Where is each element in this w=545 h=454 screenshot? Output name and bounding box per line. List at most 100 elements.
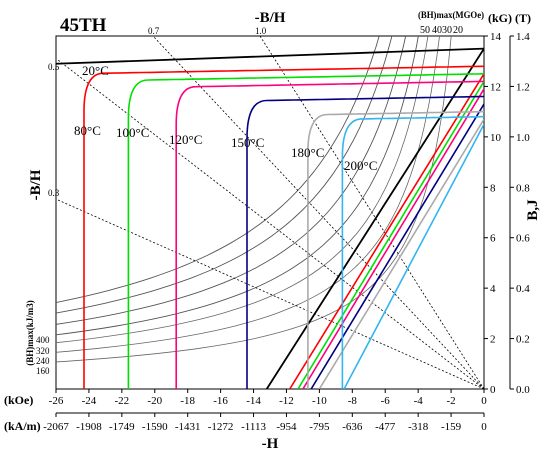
x-tick-label-koe--6: -6 <box>381 395 391 407</box>
t-tick-label-1.4: 1.4 <box>516 31 530 43</box>
x-tick-label-koe--24: -24 <box>82 395 97 407</box>
x-tick-label-kam--1590: -1590 <box>142 421 168 433</box>
t-tick-label-0.6: 0.6 <box>516 233 530 245</box>
t-tick-label-1.2: 1.2 <box>516 81 530 93</box>
energy-top-label-20: 20 <box>453 25 463 36</box>
x-tick-label-koe-0: 0 <box>481 395 487 407</box>
j-curve-80c <box>83 65 484 389</box>
x-tick-label-koe--8: -8 <box>348 395 358 407</box>
energy-curve-3 <box>56 36 380 304</box>
left-axis-label: -B/H <box>28 169 44 200</box>
energy-left-label-320: 320 <box>36 346 50 356</box>
kg-tick-label-8: 8 <box>490 182 496 194</box>
j-curve-100c <box>127 73 484 389</box>
energy-top-label-50: 50 <box>420 25 430 36</box>
x-tick-label-kam--636: -636 <box>342 421 363 433</box>
kg-tick-label-12: 12 <box>490 81 501 93</box>
temp-label-180c: 180°C <box>291 145 324 160</box>
x-tick-label-kam--1908: -1908 <box>76 421 102 433</box>
unit-kam: (kA/m) <box>4 419 41 433</box>
j-curve-200c <box>341 115 484 389</box>
j-curve-20c <box>56 47 484 65</box>
unit-kg: (kG) <box>488 11 512 25</box>
energy-curve-2 <box>56 36 393 314</box>
x-tick-label-kam--1749: -1749 <box>109 421 135 433</box>
load-line-label-0.5: 0.5 <box>48 62 60 72</box>
x-tick-label-kam--954: -954 <box>276 421 297 433</box>
b-curve-80c <box>289 73 484 389</box>
j-curve-180c <box>307 110 484 389</box>
chart-title: 45TH <box>60 15 107 36</box>
energy-curve-1 <box>56 36 407 325</box>
unit-koe: (kOe) <box>4 393 33 407</box>
x-tick-label-kam--1272: -1272 <box>208 421 234 433</box>
kg-tick-label-4: 4 <box>490 283 496 295</box>
j-curve-150c <box>246 95 484 389</box>
b-curve-100c <box>297 80 484 389</box>
b-curve-120c <box>302 88 484 389</box>
load-line-0.7 <box>152 36 484 389</box>
x-tick-label-kam-0: 0 <box>481 421 487 433</box>
x-tick-label-koe--10: -10 <box>312 395 327 407</box>
temp-label-20c: 20°C <box>82 63 109 78</box>
t-tick-label-0.4: 0.4 <box>516 283 530 295</box>
temp-label-200c: 200°C <box>344 158 377 173</box>
load-line-1.0 <box>259 36 484 389</box>
x-tick-label-koe--22: -22 <box>115 395 130 407</box>
energy-top-label-30: 30 <box>442 25 452 36</box>
x-tick-label-kam--159: -159 <box>441 421 462 433</box>
x-tick-label-koe--20: -20 <box>147 395 162 407</box>
energy-top-curve-2 <box>56 36 429 344</box>
b-curve-180c <box>318 118 484 389</box>
x-tick-label-kam--1113: -1113 <box>241 421 266 433</box>
kg-tick-label-0: 0 <box>490 384 496 396</box>
kg-tick-label-6: 6 <box>490 233 496 245</box>
energy-top-label-40: 40 <box>432 25 442 36</box>
x-tick-label-koe--26: -26 <box>49 395 64 407</box>
x-tick-label-kam--2067: -2067 <box>43 421 69 433</box>
bottom-axis-label: -H <box>262 436 279 452</box>
temp-label-120c: 120°C <box>169 132 202 147</box>
x-tick-label-koe--16: -16 <box>213 395 228 407</box>
load-line-label-0.3: 0.3 <box>48 188 60 198</box>
load-line-0.3 <box>57 199 484 389</box>
t-tick-label-0.8: 0.8 <box>516 182 530 194</box>
t-tick-label-0.0: 0.0 <box>516 384 530 396</box>
t-tick-label-0.2: 0.2 <box>516 334 530 346</box>
energy-left-label-400: 400 <box>36 335 50 345</box>
kg-tick-label-2: 2 <box>490 334 496 346</box>
energy-left-label-160: 160 <box>36 366 50 376</box>
kg-tick-label-10: 10 <box>490 132 502 144</box>
t-tick-label-1.0: 1.0 <box>516 132 530 144</box>
x-tick-label-koe--18: -18 <box>180 395 195 407</box>
b-curve-200c <box>343 123 484 389</box>
x-tick-label-kam--1431: -1431 <box>175 421 201 433</box>
temp-label-80c: 80°C <box>74 123 101 138</box>
x-tick-label-kam--318: -318 <box>408 421 429 433</box>
top-axis-label: -B/H <box>255 10 286 26</box>
x-tick-label-kam--477: -477 <box>375 421 396 433</box>
kg-tick-label-14: 14 <box>490 31 502 43</box>
x-tick-label-koe--14: -14 <box>246 395 261 407</box>
energy-top-curve-1 <box>56 36 440 353</box>
right-axis-label: B,J <box>525 199 541 221</box>
b-curve-150c <box>310 103 484 389</box>
temp-label-100c: 100°C <box>116 125 149 140</box>
load-line-label-1.0: 1.0 <box>255 26 267 36</box>
x-tick-label-kam--795: -795 <box>309 421 330 433</box>
x-tick-label-koe--4: -4 <box>414 395 424 407</box>
bhmax-left-label: (BH)max(kJ/m3) <box>25 300 35 366</box>
j-curve-120c <box>175 80 484 389</box>
plot-frame <box>55 35 485 390</box>
x-tick-label-koe--2: -2 <box>446 395 455 407</box>
bhmax-top-label: (BH)max(MGOe) <box>418 10 484 20</box>
energy-left-label-240: 240 <box>36 356 50 366</box>
unit-t: (T) <box>515 11 531 25</box>
temp-label-150c: 150°C <box>231 135 264 150</box>
energy-top-curve-0 <box>56 36 452 363</box>
plot-area <box>56 36 484 389</box>
load-line-label-0.7: 0.7 <box>148 26 160 36</box>
x-tick-label-koe--12: -12 <box>279 395 294 407</box>
